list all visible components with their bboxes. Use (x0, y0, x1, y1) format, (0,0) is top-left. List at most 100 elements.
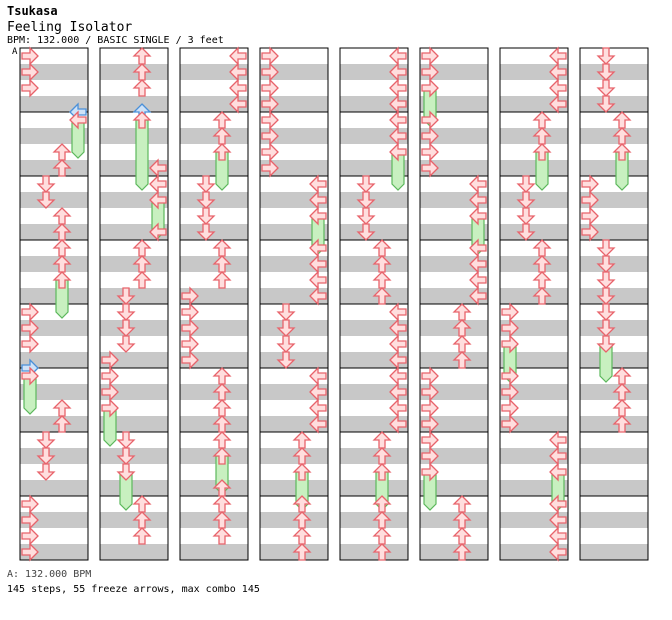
step-note (596, 255, 616, 273)
step-arrow-icon (132, 271, 152, 289)
beat-stripe (500, 512, 568, 528)
step-arrow-icon (452, 543, 472, 561)
song-title: Feeling Isolator (7, 20, 133, 35)
bpm-change-marker: A (12, 47, 18, 57)
beat-stripe (420, 480, 488, 496)
beat-stripe (500, 160, 568, 176)
beat-stripe (20, 128, 88, 144)
step-note (532, 287, 552, 305)
beat-stripe (260, 384, 328, 400)
beat-stripe (180, 160, 248, 176)
step-arrow-icon (116, 447, 136, 465)
step-arrow-icon (181, 350, 199, 370)
step-arrow-icon (532, 287, 552, 305)
beat-stripe (420, 128, 488, 144)
step-arrow-icon (276, 319, 296, 337)
beat-stripe (340, 416, 408, 432)
beat-stripe (180, 320, 248, 336)
step-note (212, 143, 232, 191)
song-artist: Tsukasa (7, 4, 58, 18)
step-arrow-icon (452, 351, 472, 369)
step-note (116, 431, 136, 449)
beat-stripe (260, 160, 328, 176)
step-arrow-icon (532, 143, 552, 161)
step-arrow-icon (116, 287, 136, 305)
step-arrow-icon (356, 207, 376, 225)
step-arrow-icon (21, 542, 39, 562)
beat-stripe (580, 512, 648, 528)
step-note (356, 175, 376, 193)
step-note (372, 543, 392, 561)
beat-stripe (180, 96, 248, 112)
beat-stripe (500, 448, 568, 464)
step-note (196, 223, 216, 241)
step-arrow-icon (612, 143, 632, 161)
step-arrow-icon (132, 111, 152, 129)
step-note (596, 63, 616, 81)
step-note (356, 207, 376, 225)
beat-stripe (340, 160, 408, 176)
step-note (452, 543, 472, 561)
step-arrow-icon (116, 431, 136, 449)
beat-stripe (420, 160, 488, 176)
beat-stripe (180, 544, 248, 560)
step-note (132, 111, 152, 191)
beat-stripe (260, 480, 328, 496)
step-arrow-icon (549, 542, 567, 562)
beat-stripe (100, 128, 168, 144)
step-note (149, 222, 167, 242)
step-note (516, 191, 536, 209)
beat-stripe (500, 384, 568, 400)
step-note (452, 351, 472, 369)
step-arrow-icon (372, 543, 392, 561)
beat-stripe (580, 352, 648, 368)
beat-stripe (580, 448, 648, 464)
step-arrow-icon (52, 271, 72, 289)
step-note (181, 350, 199, 370)
beat-stripe (20, 288, 88, 304)
step-note (596, 95, 616, 113)
beat-stripe (260, 192, 328, 208)
step-note (69, 110, 87, 159)
step-arrow-icon (421, 78, 439, 98)
beat-stripe (580, 160, 648, 176)
beat-stripe (100, 224, 168, 240)
beat-stripe (20, 96, 88, 112)
beat-stripe (500, 320, 568, 336)
step-arrow-icon (596, 239, 616, 257)
step-note (389, 142, 407, 191)
beat-stripe (260, 128, 328, 144)
beat-stripe (420, 224, 488, 240)
step-arrow-icon (132, 527, 152, 545)
step-arrow-icon (101, 398, 119, 418)
step-arrow-icon (196, 223, 216, 241)
step-arrow-icon (581, 222, 599, 242)
step-arrow-icon (36, 463, 56, 481)
step-arrow-icon (116, 463, 136, 481)
step-arrow-icon (212, 271, 232, 289)
step-arrow-icon (596, 63, 616, 81)
step-note (516, 207, 536, 225)
step-note (36, 463, 56, 481)
beat-stripe (340, 352, 408, 368)
step-note (36, 191, 56, 209)
step-note (516, 223, 536, 241)
step-arrow-icon (596, 287, 616, 305)
beat-stripe (260, 288, 328, 304)
step-note (132, 271, 152, 289)
step-note (356, 223, 376, 241)
step-note (196, 207, 216, 225)
beat-stripe (260, 224, 328, 240)
beat-stripe (100, 480, 168, 496)
step-arrow-icon (501, 414, 519, 434)
step-note (21, 334, 39, 354)
step-note (596, 47, 616, 65)
beat-stripe (340, 384, 408, 400)
beat-stripe (100, 352, 168, 368)
step-note (196, 191, 216, 209)
step-arrow-icon (421, 158, 439, 178)
chart-meta: BPM: 132.000 / BASIC SINGLE / 3 feet (7, 35, 224, 46)
step-arrow-icon (149, 190, 167, 210)
step-note (309, 414, 327, 434)
beat-stripe (260, 96, 328, 112)
